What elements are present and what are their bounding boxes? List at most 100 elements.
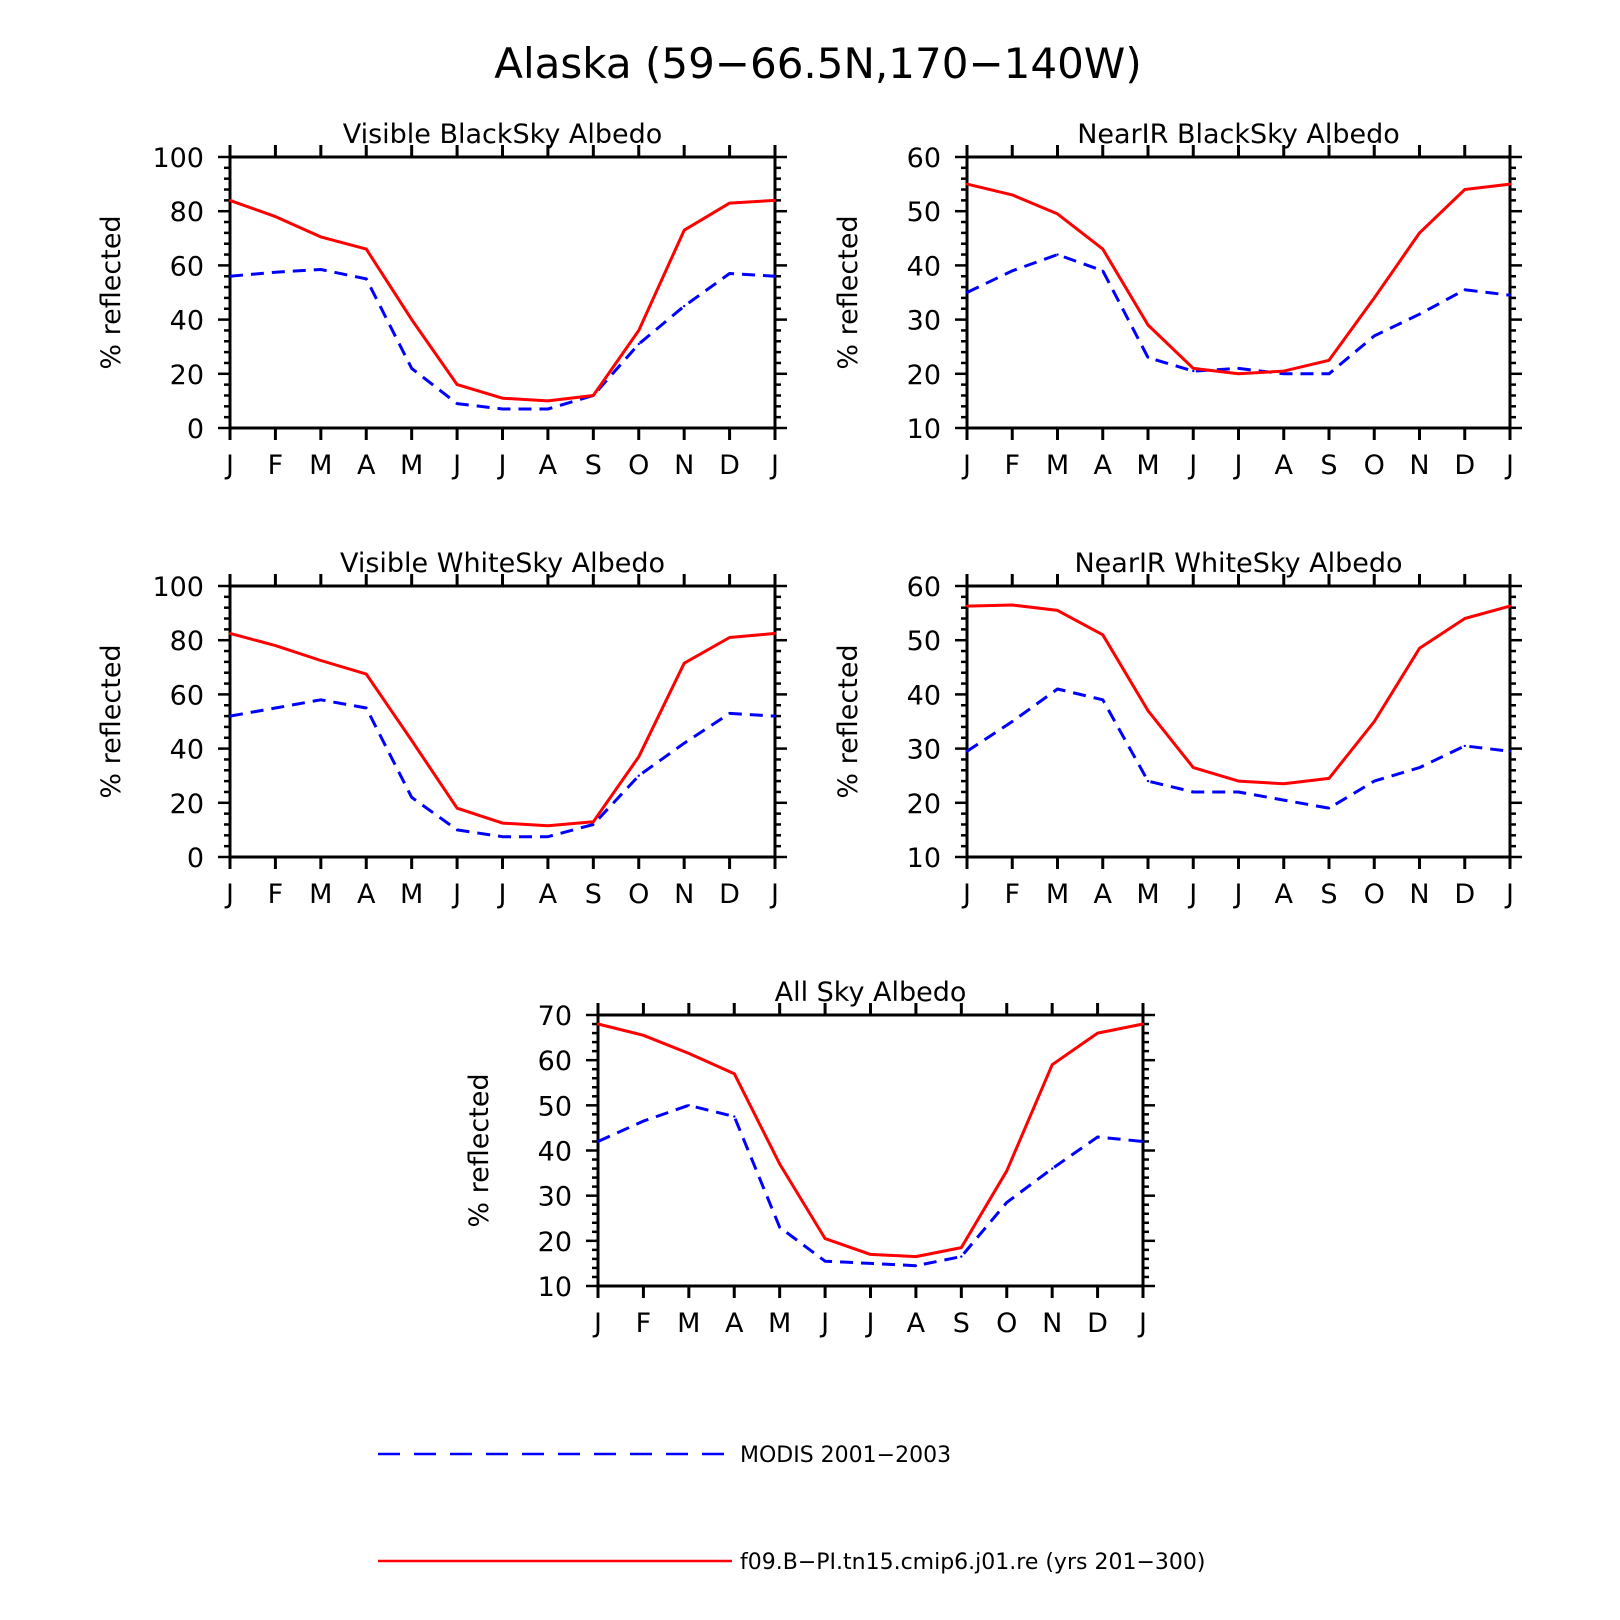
x-tick-label: N [1409, 450, 1429, 481]
x-tick-label: N [674, 879, 694, 910]
y-tick-label: 100 [152, 143, 204, 174]
data-point-modis [687, 1104, 690, 1107]
y-tick-label: 60 [907, 143, 941, 174]
y-axis-label: % reflected [833, 215, 864, 369]
x-tick-label: D [1454, 450, 1475, 481]
x-tick-label: J [224, 879, 234, 910]
data-point-modis [274, 706, 277, 710]
data-point-model [965, 182, 969, 186]
x-tick-label: J [819, 1308, 829, 1339]
data-point-model [1056, 609, 1059, 612]
data-point-model [1192, 766, 1195, 769]
x-tick-label: S [585, 450, 602, 481]
x-tick-label: S [953, 1308, 970, 1339]
x-tick-label: M [768, 1308, 791, 1339]
data-point-modis [410, 796, 413, 799]
series-line-modis [597, 1103, 1144, 1268]
plot-frame [965, 155, 1512, 430]
data-point-model [410, 318, 413, 321]
data-point-model [960, 1246, 963, 1249]
data-point-modis [455, 828, 459, 832]
x-tick-label: J [497, 879, 507, 910]
series-line-model [597, 1022, 1144, 1259]
series-line-model [966, 603, 1511, 786]
y-tick-label: 40 [170, 306, 204, 337]
x-tick-label: J [1233, 450, 1243, 481]
y-tick-label: 20 [538, 1227, 572, 1258]
x-tick-label: J [497, 450, 507, 481]
y-tick-label: 40 [907, 680, 941, 711]
data-point-modis [228, 714, 232, 718]
x-tick-label: O [1364, 879, 1385, 910]
y-axis-label: % reflected [833, 644, 864, 798]
panel-title: All Sky Albedo [775, 977, 967, 1008]
x-tick-label: D [1087, 1308, 1108, 1339]
data-point-modis [501, 407, 504, 411]
data-point-model [546, 399, 550, 403]
series-line-modis [229, 268, 776, 411]
data-point-modis [683, 304, 686, 308]
data-point-model [228, 199, 232, 202]
data-point-model [1282, 782, 1286, 785]
x-tick-label: J [1233, 879, 1243, 910]
x-tick-label: M [677, 1308, 700, 1339]
x-tick-label: M [400, 450, 423, 481]
x-tick-label: A [907, 1308, 926, 1339]
data-point-modis [1146, 356, 1150, 359]
y-tick-label: 60 [907, 572, 941, 603]
x-tick-label: D [719, 879, 740, 910]
data-point-modis [596, 1140, 600, 1143]
data-point-model [1146, 323, 1150, 327]
y-tick-label: 30 [907, 735, 941, 766]
y-tick-label: 20 [907, 789, 941, 820]
data-point-model [592, 394, 595, 397]
data-point-model [1327, 359, 1331, 362]
y-tick-label: 60 [170, 251, 204, 282]
data-point-model [410, 739, 413, 742]
x-tick-label: S [1320, 879, 1337, 910]
x-tick-label: J [1504, 879, 1514, 910]
data-point-model [728, 636, 731, 639]
data-point-model [637, 329, 640, 332]
data-point-model [274, 644, 277, 647]
data-point-modis [637, 774, 640, 777]
y-tick-label: 80 [170, 626, 204, 657]
data-point-modis [1192, 790, 1195, 794]
data-point-model [1508, 182, 1512, 186]
y-tick-label: 70 [538, 1001, 572, 1032]
data-point-modis [869, 1262, 872, 1265]
data-point-modis [823, 1260, 827, 1263]
data-point-model [1141, 1022, 1145, 1026]
data-point-modis [1327, 807, 1331, 810]
x-tick-label: M [400, 879, 423, 910]
data-point-model [319, 235, 322, 239]
data-point-model [914, 1255, 918, 1258]
data-point-modis [501, 835, 504, 838]
data-point-model [1056, 212, 1059, 216]
data-point-model [1282, 369, 1286, 373]
data-point-model [1051, 1063, 1054, 1066]
x-tick-label: S [585, 879, 602, 910]
data-point-modis [1508, 750, 1512, 753]
data-point-model [683, 662, 686, 665]
data-point-modis [319, 268, 322, 271]
data-point-model [1418, 231, 1421, 235]
x-tick-label: A [539, 879, 558, 910]
data-point-model [728, 201, 731, 205]
x-tick-label: O [1364, 450, 1385, 481]
y-tick-label: 40 [538, 1137, 572, 1168]
y-tick-label: 0 [187, 843, 204, 874]
data-point-model [1327, 777, 1331, 780]
data-point-model [1101, 247, 1105, 251]
data-point-modis [1056, 253, 1059, 256]
x-tick-label: J [1504, 450, 1514, 481]
data-point-model [733, 1072, 736, 1075]
data-point-modis [1508, 294, 1512, 297]
data-point-modis [1101, 269, 1105, 272]
y-tick-label: 60 [170, 680, 204, 711]
data-point-model [455, 807, 459, 810]
data-point-modis [546, 407, 550, 411]
